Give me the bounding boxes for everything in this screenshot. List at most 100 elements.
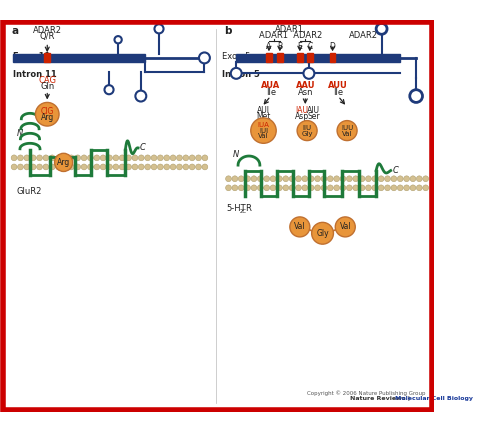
Circle shape — [18, 155, 23, 161]
Text: A: A — [266, 41, 272, 51]
Circle shape — [11, 164, 17, 170]
Text: ADAR1,: ADAR1, — [275, 25, 306, 34]
Circle shape — [196, 164, 201, 170]
Text: IUI: IUI — [259, 127, 268, 133]
Circle shape — [94, 164, 100, 170]
Text: E: E — [297, 41, 302, 51]
Circle shape — [327, 185, 333, 191]
Text: CAG: CAG — [38, 76, 56, 85]
Circle shape — [37, 164, 43, 170]
Circle shape — [164, 164, 170, 170]
Text: Asp: Asp — [294, 111, 309, 121]
Text: Molecular Cell Biology: Molecular Cell Biology — [395, 396, 473, 401]
Circle shape — [308, 185, 314, 191]
Circle shape — [135, 91, 146, 102]
Circle shape — [37, 155, 43, 161]
Circle shape — [62, 164, 68, 170]
Circle shape — [321, 185, 327, 191]
Circle shape — [56, 155, 62, 161]
Text: IUA: IUA — [258, 122, 270, 128]
Circle shape — [30, 155, 36, 161]
Circle shape — [315, 176, 320, 181]
Circle shape — [189, 164, 195, 170]
Circle shape — [359, 185, 365, 191]
Circle shape — [126, 164, 131, 170]
Circle shape — [81, 164, 87, 170]
Circle shape — [404, 185, 410, 191]
Circle shape — [49, 155, 55, 161]
Circle shape — [372, 176, 378, 181]
Text: Intron 5: Intron 5 — [222, 70, 260, 79]
Circle shape — [164, 155, 170, 161]
Circle shape — [170, 164, 176, 170]
Text: GluR2: GluR2 — [16, 187, 42, 196]
Circle shape — [105, 85, 114, 94]
Circle shape — [113, 164, 119, 170]
Circle shape — [202, 164, 208, 170]
Text: IAU: IAU — [295, 106, 308, 115]
Circle shape — [257, 176, 263, 181]
Circle shape — [18, 164, 23, 170]
Circle shape — [202, 155, 208, 161]
Circle shape — [56, 164, 62, 170]
Text: C: C — [392, 166, 398, 175]
Circle shape — [35, 102, 59, 126]
Circle shape — [94, 155, 100, 161]
Circle shape — [170, 155, 176, 161]
Text: AAU: AAU — [295, 81, 315, 90]
Circle shape — [107, 155, 112, 161]
Text: Val: Val — [342, 130, 352, 137]
Circle shape — [75, 164, 81, 170]
Circle shape — [302, 185, 308, 191]
Circle shape — [404, 176, 410, 181]
Circle shape — [43, 155, 49, 161]
Circle shape — [43, 164, 49, 170]
Bar — [236, 54, 400, 61]
Circle shape — [315, 185, 320, 191]
Text: Gly: Gly — [301, 130, 313, 137]
Circle shape — [385, 185, 391, 191]
Text: N: N — [16, 129, 22, 138]
Circle shape — [423, 185, 429, 191]
Circle shape — [378, 176, 384, 181]
Circle shape — [283, 185, 289, 191]
Circle shape — [327, 176, 333, 181]
Circle shape — [410, 185, 416, 191]
Circle shape — [391, 176, 397, 181]
Circle shape — [189, 155, 195, 161]
Circle shape — [24, 164, 30, 170]
Circle shape — [68, 164, 74, 170]
Circle shape — [270, 185, 276, 191]
Bar — [330, 54, 335, 63]
Circle shape — [54, 153, 73, 172]
Text: B: B — [277, 41, 282, 51]
Text: AUU: AUU — [328, 81, 348, 90]
Circle shape — [423, 176, 429, 181]
Circle shape — [385, 176, 391, 181]
Circle shape — [340, 176, 346, 181]
Circle shape — [107, 164, 112, 170]
Circle shape — [289, 176, 295, 181]
Circle shape — [145, 155, 151, 161]
Bar — [277, 54, 282, 63]
Text: AUI: AUI — [257, 106, 270, 115]
Circle shape — [226, 185, 231, 191]
Circle shape — [24, 155, 30, 161]
Circle shape — [347, 176, 352, 181]
Circle shape — [100, 164, 106, 170]
Circle shape — [251, 176, 257, 181]
Circle shape — [276, 176, 282, 181]
Circle shape — [397, 185, 403, 191]
Circle shape — [81, 155, 87, 161]
Circle shape — [340, 185, 346, 191]
Text: Asn: Asn — [297, 88, 313, 97]
Circle shape — [199, 52, 210, 64]
Circle shape — [87, 164, 93, 170]
Text: Copyright © 2006 Nature Publishing Group: Copyright © 2006 Nature Publishing Group — [307, 390, 425, 396]
Text: Nature Reviews |: Nature Reviews | — [350, 396, 412, 401]
Circle shape — [410, 90, 423, 102]
Text: ADAR2: ADAR2 — [33, 26, 62, 35]
Text: C: C — [140, 143, 146, 152]
Text: Ser: Ser — [307, 111, 320, 121]
Circle shape — [270, 176, 276, 181]
